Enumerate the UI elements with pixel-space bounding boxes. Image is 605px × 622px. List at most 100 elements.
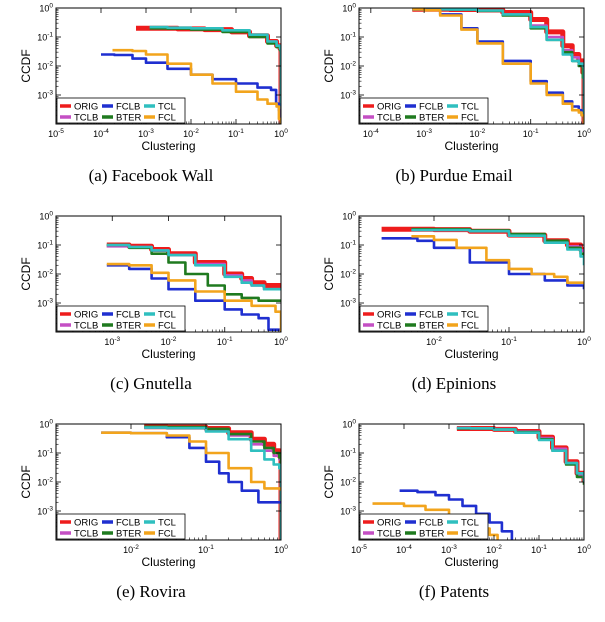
x-tick-label: 10-3 [441, 544, 457, 555]
legend-label-tcl: TCL [158, 310, 176, 321]
y-tick-label: 10-1 [37, 240, 53, 251]
legend-label-fclb: FCLB [116, 102, 140, 113]
legend-label-tcl: TCL [461, 102, 479, 113]
x-axis-label: Clustering [141, 347, 195, 361]
legend-label-fclb: FCLB [116, 518, 140, 529]
x-tick-label: 10-3 [104, 336, 120, 347]
series-line-tcl [411, 228, 584, 266]
series-line-tcl [144, 426, 281, 540]
legend-label-fclb: FCLB [419, 518, 443, 529]
legend-label-fcl: FCL [158, 321, 176, 332]
series-line-fcl [112, 48, 281, 124]
legend-label-bter: BTER [116, 529, 141, 540]
series-line-fcl [106, 262, 281, 332]
x-tick-label: 10-3 [138, 128, 154, 139]
y-tick-label: 10-3 [37, 506, 53, 517]
chart-svg: 10-5 10-4 10-3 10-2 10-1 100 10-3 10-2 10-1 100 Cl… [322, 419, 591, 570]
x-tick-label: 10-2 [161, 336, 177, 347]
x-tick-label: 10-4 [93, 128, 109, 139]
legend-label-orig: ORIG [377, 518, 401, 529]
legend-label-tcl: TCL [461, 310, 479, 321]
legend: ORIG FCLB TCL TCLB BTER FCL [359, 305, 489, 332]
y-tick-label: 100 [342, 3, 356, 14]
legend-box [56, 305, 186, 332]
y-axis-label: CCDF [322, 465, 336, 498]
x-axis-label: Clustering [444, 347, 498, 361]
y-tick-label: 10-1 [37, 32, 53, 43]
legend-label-fclb: FCLB [116, 310, 140, 321]
y-axis-label: CCDF [19, 257, 33, 290]
y-tick-label: 10-2 [340, 477, 356, 488]
series-group [101, 424, 281, 540]
y-tick-label: 10-1 [340, 32, 356, 43]
chart-panel: 10-3 10-2 10-1 100 10-3 10-2 10-1 100 Clustering… [0, 208, 302, 414]
legend-box [359, 97, 489, 124]
y-axis-label: CCDF [322, 257, 336, 290]
series-line-fcl [412, 8, 584, 124]
x-tick-label: 10-4 [396, 544, 412, 555]
y-tick-label: 10-3 [340, 90, 356, 101]
y-tick-label: 10-2 [340, 61, 356, 72]
y-tick-label: 100 [39, 419, 53, 430]
chart-panel: 10-4 10-3 10-2 10-1 100 10-3 10-2 10-1 100 Cluste… [303, 0, 605, 206]
chart-svg: 10-3 10-2 10-1 100 10-3 10-2 10-1 100 Clustering… [19, 211, 288, 362]
y-tick-label: 10-1 [37, 448, 53, 459]
legend-label-tclb: TCLB [377, 113, 401, 124]
y-tick-label: 10-3 [37, 298, 53, 309]
legend-label-bter: BTER [116, 113, 141, 124]
series-group [412, 8, 584, 124]
legend-label-tclb: TCLB [377, 321, 401, 332]
legend-label-orig: ORIG [377, 310, 401, 321]
legend: ORIG FCLB TCL TCLB BTER FCL [359, 513, 489, 540]
y-axis-label: CCDF [19, 49, 33, 82]
legend-label-fclb: FCLB [419, 102, 443, 113]
x-tick-label: 10-5 [351, 544, 367, 555]
x-tick-label: 10-1 [198, 544, 214, 555]
x-tick-label: 100 [274, 336, 288, 347]
legend-label-fcl: FCL [461, 321, 479, 332]
x-tick-label: 100 [577, 128, 591, 139]
legend-label-fcl: FCL [461, 529, 479, 540]
legend-label-tclb: TCLB [74, 529, 98, 540]
legend-box [359, 305, 489, 332]
legend-box [359, 513, 489, 540]
series-line-tcl [456, 426, 584, 482]
y-tick-label: 10-3 [37, 90, 53, 101]
y-tick-label: 10-2 [37, 61, 53, 72]
legend-label-tcl: TCL [461, 518, 479, 529]
x-tick-label: 100 [577, 336, 591, 347]
series-group [101, 25, 281, 124]
y-tick-label: 10-1 [340, 448, 356, 459]
y-tick-label: 10-3 [340, 298, 356, 309]
chart-svg: 10-2 10-1 100 10-3 10-2 10-1 100 Clustering CCDF… [19, 419, 288, 570]
y-tick-label: 10-2 [37, 269, 53, 280]
y-tick-label: 100 [39, 211, 53, 222]
x-axis-label: Clustering [444, 139, 498, 153]
legend-label-bter: BTER [419, 113, 444, 124]
legend: ORIG FCLB TCL TCLB BTER FCL [56, 305, 186, 332]
series-line-tcl [149, 25, 281, 124]
x-tick-label: 100 [274, 128, 288, 139]
chart-svg: 10-5 10-4 10-3 10-2 10-1 100 10-3 10-2 10-1 100 Cl… [19, 3, 288, 154]
legend-label-fcl: FCL [461, 113, 479, 124]
y-tick-label: 10-2 [37, 477, 53, 488]
chart-panel: 10-5 10-4 10-3 10-2 10-1 100 10-3 10-2 10-1 100 Cl… [0, 0, 302, 206]
figure-caption: (a) Facebook Wall [88, 166, 214, 185]
series-group [106, 242, 281, 332]
x-tick-label: 10-2 [470, 128, 486, 139]
x-tick-label: 100 [577, 544, 591, 555]
x-tick-label: 10-1 [501, 336, 517, 347]
series-line-tcl [412, 8, 584, 124]
legend-label-bter: BTER [116, 321, 141, 332]
legend-label-fclb: FCLB [419, 310, 443, 321]
legend-label-tclb: TCLB [74, 321, 98, 332]
figure-caption: (f) Patents [418, 582, 490, 601]
x-tick-label: 100 [274, 544, 288, 555]
figure-caption: (c) Gnutella [110, 374, 192, 393]
legend: ORIG FCLB TCL TCLB BTER FCL [56, 513, 186, 540]
x-axis-label: Clustering [141, 139, 195, 153]
x-tick-label: 10-2 [426, 336, 442, 347]
legend-label-tcl: TCL [158, 102, 176, 113]
series-line-tcl [106, 243, 281, 291]
series-line-fclb [381, 237, 584, 290]
